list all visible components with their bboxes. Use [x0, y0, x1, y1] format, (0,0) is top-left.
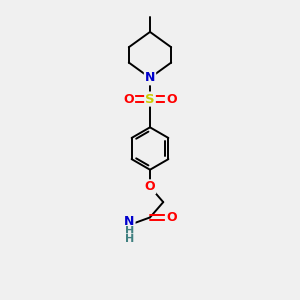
Text: O: O [145, 180, 155, 193]
Text: N: N [124, 215, 135, 228]
Text: O: O [124, 93, 134, 106]
Text: H: H [125, 234, 134, 244]
Text: N: N [145, 71, 155, 84]
Text: O: O [166, 93, 176, 106]
Text: H: H [125, 226, 134, 236]
Text: O: O [166, 211, 176, 224]
Text: S: S [145, 93, 155, 106]
